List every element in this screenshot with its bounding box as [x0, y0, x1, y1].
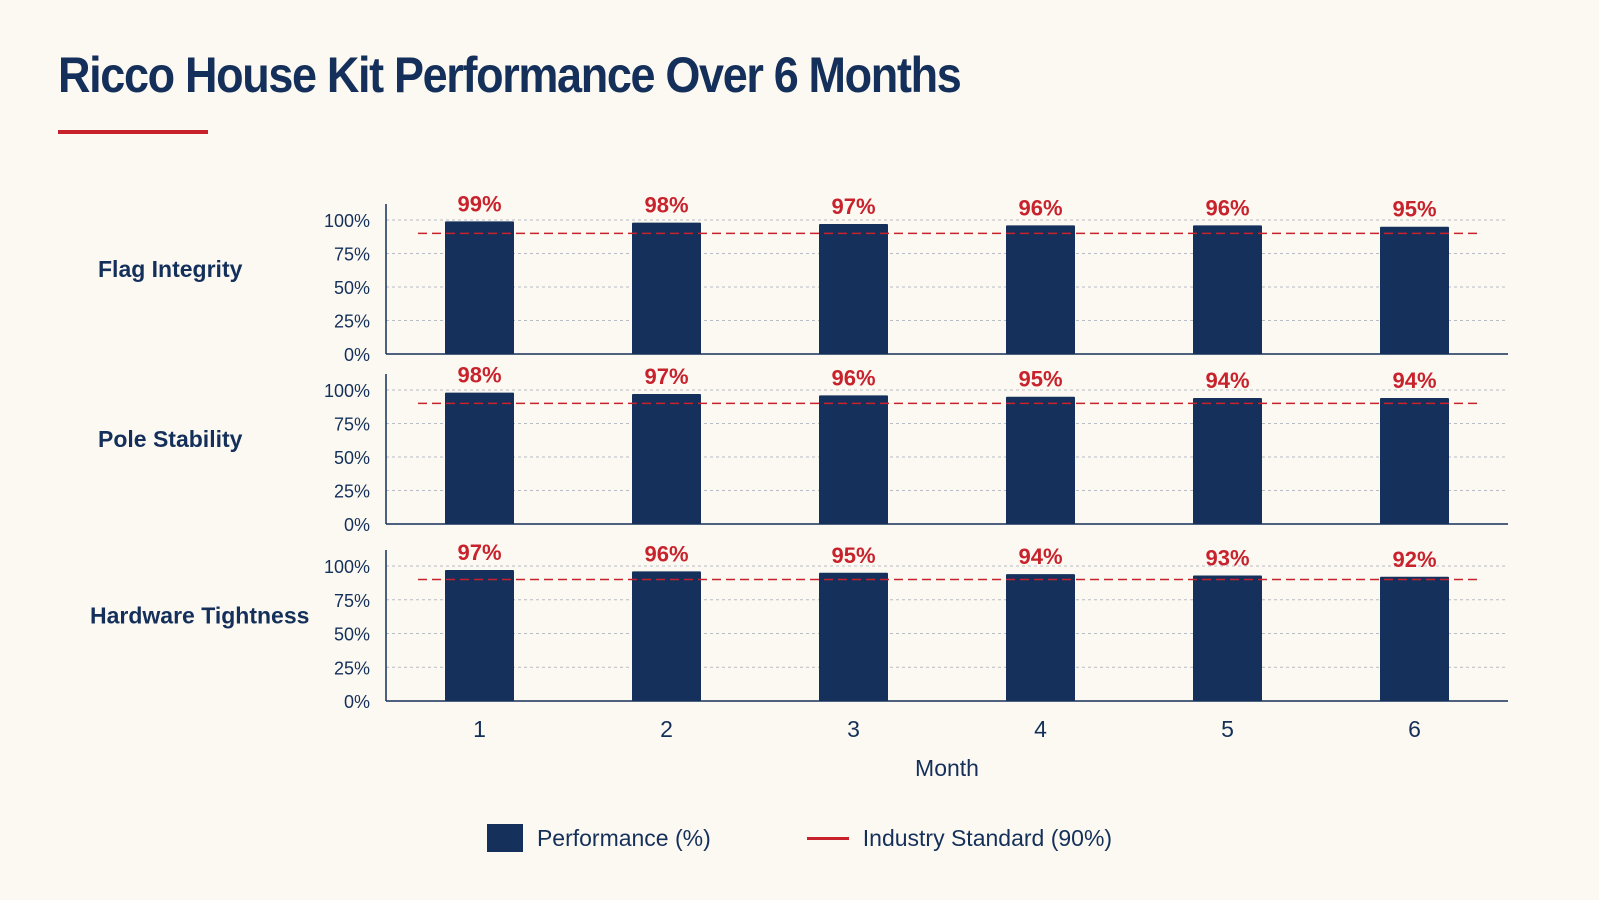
y-tick-label: 100%: [324, 381, 370, 401]
bar: [1380, 398, 1449, 524]
x-tick-label: 3: [847, 716, 860, 742]
panel-label: Pole Stability: [98, 426, 243, 452]
y-tick-label: 25%: [334, 658, 370, 678]
y-tick-label: 75%: [334, 591, 370, 611]
bar: [445, 392, 514, 524]
legend-label-performance: Performance (%): [536, 824, 711, 851]
legend-item-standard: Industry Standard (90%): [806, 824, 1113, 852]
legend-label-standard: Industry Standard (90%): [862, 824, 1113, 851]
bar: [1193, 225, 1262, 354]
data-label: 96%: [1205, 195, 1249, 220]
bar: [819, 224, 888, 354]
bar: [445, 570, 514, 701]
bar: [632, 571, 701, 701]
data-label: 98%: [644, 193, 688, 218]
y-tick-label: 100%: [324, 211, 370, 231]
panel-label: Hardware Tightness: [90, 603, 309, 629]
x-axis-title: Month: [915, 755, 979, 781]
bar: [1006, 396, 1075, 524]
y-tick-label: 25%: [334, 482, 370, 502]
data-label: 94%: [1392, 368, 1436, 393]
bar: [1193, 398, 1262, 524]
data-label: 94%: [1205, 368, 1249, 393]
y-tick-label: 75%: [334, 415, 370, 435]
bar: [1380, 226, 1449, 354]
bar: [1006, 225, 1075, 354]
bar: [632, 222, 701, 354]
data-label: 96%: [831, 365, 875, 390]
y-tick-label: 50%: [334, 625, 370, 645]
legend: Performance (%) Industry Standard (90%): [0, 824, 1599, 852]
data-label: 97%: [457, 540, 501, 565]
data-label: 94%: [1018, 544, 1062, 569]
data-label: 97%: [644, 364, 688, 389]
page-title: Ricco House Kit Performance Over 6 Month…: [58, 47, 962, 103]
legend-item-performance: Performance (%): [486, 824, 711, 852]
x-tick-label: 6: [1408, 716, 1421, 742]
title-underline: [58, 130, 208, 134]
y-tick-label: 75%: [334, 245, 370, 265]
y-tick-label: 0%: [344, 345, 370, 365]
data-label: 92%: [1392, 547, 1436, 572]
bar: [819, 572, 888, 701]
data-label: 95%: [831, 543, 875, 568]
data-label: 96%: [1018, 195, 1062, 220]
panel-label: Flag Integrity: [98, 256, 243, 282]
bar: [632, 394, 701, 524]
legend-line-standard: [806, 836, 849, 840]
data-label: 93%: [1205, 545, 1249, 570]
y-tick-label: 50%: [334, 278, 370, 298]
data-label: 95%: [1392, 197, 1436, 222]
data-label: 97%: [831, 194, 875, 219]
y-tick-label: 0%: [344, 692, 370, 712]
bar: [445, 221, 514, 354]
x-tick-label: 1: [473, 716, 486, 742]
y-tick-label: 100%: [324, 557, 370, 577]
y-tick-label: 0%: [344, 515, 370, 535]
bar: [1006, 574, 1075, 701]
bar: [1193, 575, 1262, 701]
legend-swatch-performance: [486, 824, 523, 852]
x-tick-label: 5: [1221, 716, 1234, 742]
x-tick-label: 2: [660, 716, 673, 742]
data-label: 95%: [1018, 367, 1062, 392]
y-tick-label: 25%: [334, 312, 370, 332]
x-tick-label: 4: [1034, 716, 1047, 742]
data-label: 99%: [457, 191, 501, 216]
bar: [1380, 576, 1449, 701]
data-label: 98%: [457, 363, 501, 388]
data-label: 96%: [644, 541, 688, 566]
bar: [819, 395, 888, 524]
y-tick-label: 50%: [334, 448, 370, 468]
